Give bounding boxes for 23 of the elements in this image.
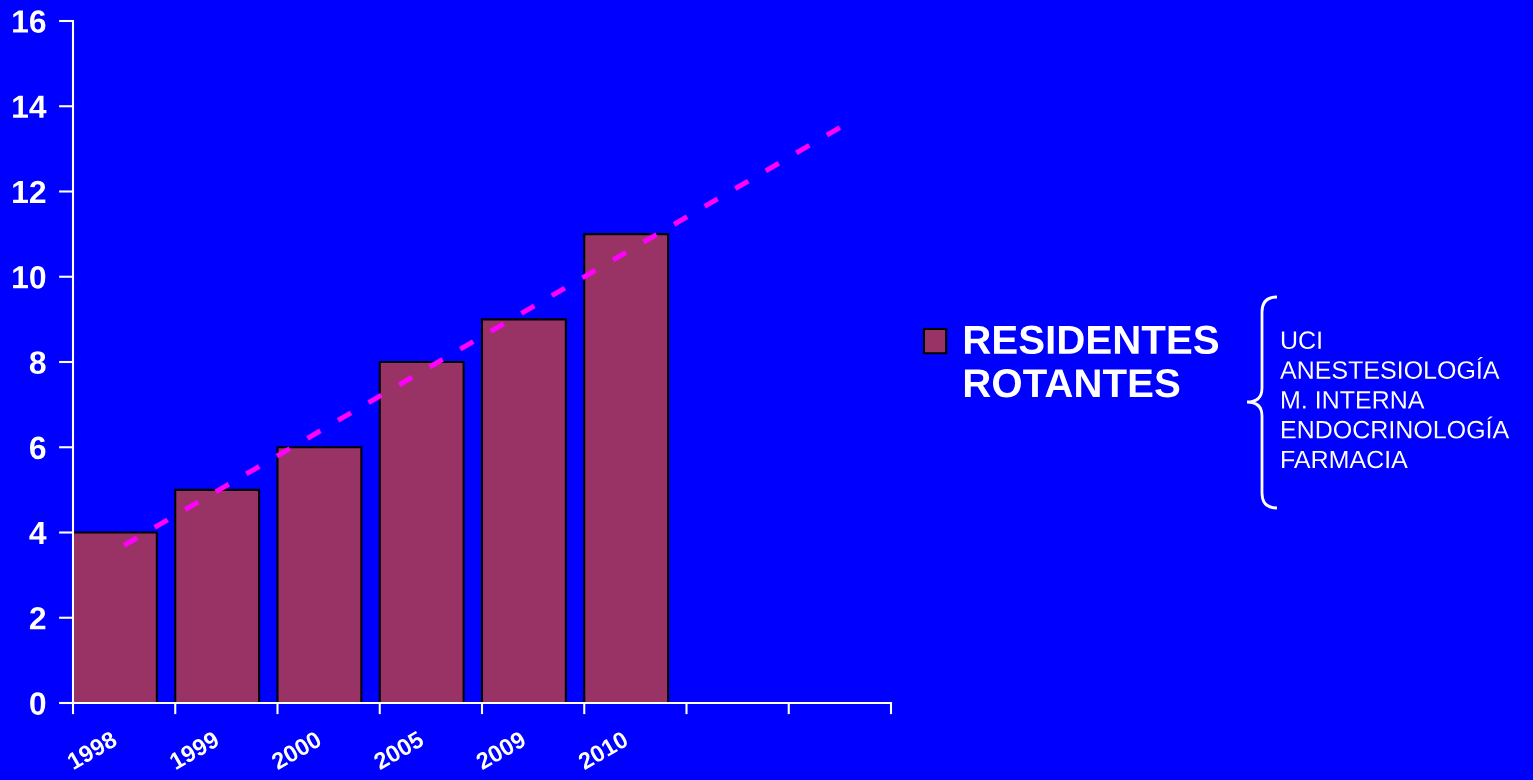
y-tick-label: 4: [29, 522, 47, 545]
text: UCI ANESTESIOLOGÍA M. INTERNA ENDOCRINOLOGÍA FARMACIA: [1280, 331, 1510, 469]
x-tick-label: 2005: [372, 730, 425, 771]
bar: [276, 446, 363, 703]
x-tick-label: 2009: [474, 730, 528, 771]
y-tick-label: 2: [29, 607, 46, 630]
y-tick-label: 10: [13, 266, 46, 289]
x-tick-label: 1998: [66, 730, 119, 770]
x-tick-label: 2000: [270, 730, 323, 771]
bar: [480, 318, 567, 703]
bar: [378, 360, 465, 703]
legend-label: RESIDENTES ROTANTES: [964, 325, 1219, 398]
bar: [174, 488, 261, 703]
bar: [583, 233, 670, 703]
y-tick-label: 0: [30, 692, 46, 715]
y-tick-label: 14: [13, 95, 47, 118]
y-tick-label: 8: [29, 351, 46, 374]
y-tick-label: 12: [13, 180, 46, 204]
x-tick-label: 2010: [576, 730, 630, 771]
y-tick-label: 6: [30, 436, 46, 460]
bar: [73, 531, 158, 703]
y-tick-label: 16: [13, 10, 46, 33]
x-tick-label: 1999: [168, 730, 221, 770]
